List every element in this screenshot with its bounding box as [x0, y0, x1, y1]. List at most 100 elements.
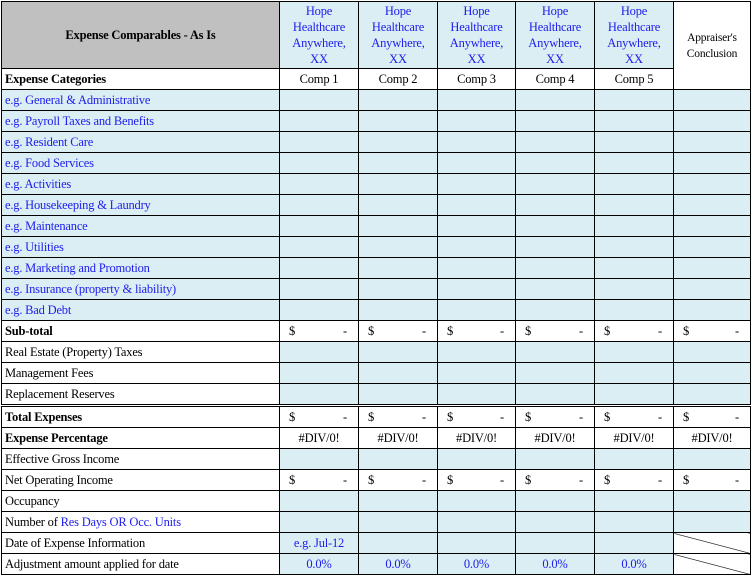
input-cell[interactable]: [515, 278, 595, 300]
dollar-cell[interactable]: $ -: [673, 469, 751, 491]
adjustment-input[interactable]: 0.0%: [437, 553, 516, 575]
input-cell[interactable]: [594, 173, 674, 195]
input-cell[interactable]: [594, 383, 674, 406]
input-cell[interactable]: [515, 257, 595, 279]
input-cell[interactable]: [594, 490, 674, 512]
input-cell[interactable]: [358, 490, 438, 512]
input-cell[interactable]: [673, 173, 751, 195]
input-cell[interactable]: [437, 511, 516, 533]
input-cell[interactable]: [515, 194, 595, 216]
dollar-cell[interactable]: $ -: [437, 404, 516, 428]
input-cell[interactable]: [673, 236, 751, 258]
input-cell[interactable]: [437, 131, 516, 153]
dollar-cell[interactable]: $ -: [437, 469, 516, 491]
input-cell[interactable]: [279, 131, 359, 153]
input-cell[interactable]: [279, 89, 359, 111]
category-label[interactable]: e.g. Bad Debt: [1, 299, 280, 321]
category-label[interactable]: e.g. Utilities: [1, 236, 280, 258]
input-cell[interactable]: [279, 194, 359, 216]
input-cell[interactable]: [358, 215, 438, 237]
dollar-cell[interactable]: $ -: [358, 320, 438, 342]
input-cell[interactable]: [594, 110, 674, 132]
input-cell[interactable]: [673, 152, 751, 174]
input-cell[interactable]: [358, 362, 438, 384]
comp-2-name[interactable]: Hope Healthcare Anywhere, XX: [358, 1, 438, 69]
input-cell[interactable]: [515, 131, 595, 153]
input-cell[interactable]: [279, 173, 359, 195]
input-cell[interactable]: [437, 341, 516, 363]
input-cell[interactable]: [358, 89, 438, 111]
input-cell[interactable]: [594, 131, 674, 153]
input-cell[interactable]: [279, 299, 359, 321]
input-cell[interactable]: [673, 194, 751, 216]
input-cell[interactable]: [279, 152, 359, 174]
input-cell[interactable]: [515, 236, 595, 258]
input-cell[interactable]: [594, 194, 674, 216]
input-cell[interactable]: [594, 89, 674, 111]
category-label[interactable]: e.g. Insurance (property & liability): [1, 278, 280, 300]
input-cell[interactable]: [515, 215, 595, 237]
input-cell[interactable]: [279, 257, 359, 279]
input-cell[interactable]: [279, 236, 359, 258]
input-cell[interactable]: [673, 278, 751, 300]
input-cell[interactable]: [358, 511, 438, 533]
dollar-cell[interactable]: $ -: [358, 469, 438, 491]
input-cell[interactable]: [515, 152, 595, 174]
input-cell[interactable]: [437, 448, 516, 470]
input-cell[interactable]: [673, 362, 751, 384]
input-cell[interactable]: [673, 257, 751, 279]
input-cell[interactable]: [594, 341, 674, 363]
input-cell[interactable]: [515, 383, 595, 406]
input-cell[interactable]: [437, 215, 516, 237]
input-cell[interactable]: [594, 511, 674, 533]
input-cell[interactable]: [437, 236, 516, 258]
dollar-cell[interactable]: $ -: [279, 469, 359, 491]
input-cell[interactable]: [358, 236, 438, 258]
input-cell[interactable]: [279, 110, 359, 132]
input-cell[interactable]: [358, 341, 438, 363]
input-cell[interactable]: [279, 215, 359, 237]
dollar-cell[interactable]: $ -: [594, 320, 674, 342]
dollar-cell[interactable]: $ -: [437, 320, 516, 342]
input-cell[interactable]: [358, 110, 438, 132]
adjustment-input[interactable]: 0.0%: [279, 553, 359, 575]
input-cell[interactable]: [279, 278, 359, 300]
input-cell[interactable]: [358, 131, 438, 153]
input-cell[interactable]: [673, 110, 751, 132]
input-cell[interactable]: [515, 299, 595, 321]
category-label[interactable]: e.g. Food Services: [1, 152, 280, 174]
input-cell[interactable]: [515, 511, 595, 533]
input-cell[interactable]: [437, 110, 516, 132]
dollar-cell[interactable]: $ -: [279, 404, 359, 428]
input-cell[interactable]: [515, 490, 595, 512]
input-cell[interactable]: [279, 341, 359, 363]
dollar-cell[interactable]: $ -: [594, 404, 674, 428]
category-label[interactable]: e.g. Payroll Taxes and Benefits: [1, 110, 280, 132]
input-cell[interactable]: [673, 490, 751, 512]
date-input[interactable]: e.g. Jul-12: [279, 532, 359, 554]
input-cell[interactable]: [594, 299, 674, 321]
dollar-cell[interactable]: $ -: [515, 469, 595, 491]
input-cell[interactable]: [358, 152, 438, 174]
input-cell[interactable]: [279, 448, 359, 470]
input-cell[interactable]: [437, 362, 516, 384]
input-cell[interactable]: [673, 299, 751, 321]
input-cell[interactable]: [515, 448, 595, 470]
input-cell[interactable]: [279, 383, 359, 406]
input-cell[interactable]: [515, 89, 595, 111]
input-cell[interactable]: [515, 110, 595, 132]
dollar-cell[interactable]: $ -: [515, 404, 595, 428]
input-cell[interactable]: [594, 152, 674, 174]
input-cell[interactable]: [594, 532, 674, 554]
input-cell[interactable]: [358, 383, 438, 406]
comp-5-name[interactable]: Hope Healthcare Anywhere, XX: [594, 1, 674, 69]
input-cell[interactable]: [279, 362, 359, 384]
input-cell[interactable]: [279, 490, 359, 512]
input-cell[interactable]: [437, 383, 516, 406]
category-label[interactable]: e.g. Activities: [1, 173, 280, 195]
input-cell[interactable]: [437, 173, 516, 195]
input-cell[interactable]: [594, 257, 674, 279]
comp-3-name[interactable]: Hope Healthcare Anywhere, XX: [437, 1, 516, 69]
comp-4-name[interactable]: Hope Healthcare Anywhere, XX: [515, 1, 595, 69]
input-cell[interactable]: [437, 532, 516, 554]
